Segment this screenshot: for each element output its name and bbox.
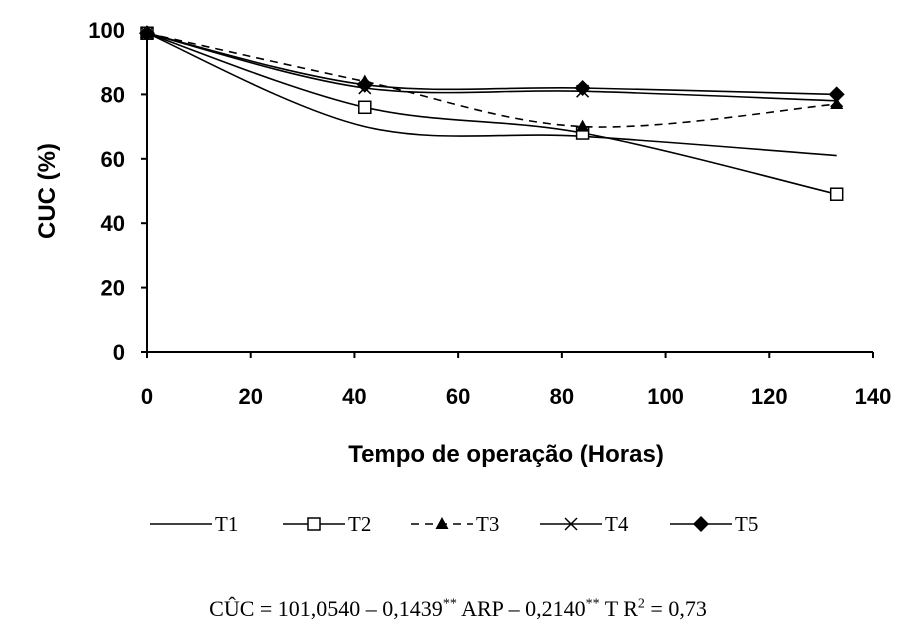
- y-tick-label: 80: [101, 82, 125, 107]
- regression-equation: CÛC = 101,0540 – 0,1439** ARP – 0,2140**…: [209, 596, 707, 621]
- y-tick-label: 0: [113, 340, 125, 365]
- data-point-t3: [576, 119, 590, 132]
- legend-item-t3: T3: [411, 512, 499, 536]
- legend-label: T1: [215, 512, 238, 536]
- legend-item-t5: T5: [670, 512, 758, 536]
- legend-item-t1: T1: [150, 512, 238, 536]
- legend-item-t4: T4: [540, 512, 629, 536]
- legend-label: T4: [605, 512, 629, 536]
- series-line-t1: [146, 32, 837, 157]
- legend-marker: [693, 516, 709, 532]
- x-tick-label: 60: [446, 384, 470, 409]
- series-line-t2: [146, 32, 837, 195]
- x-tick-label: 140: [855, 384, 892, 409]
- series-line-t4: [146, 32, 837, 102]
- series-layer: [139, 25, 845, 201]
- series-line-t3: [146, 32, 837, 128]
- x-tick-label: 120: [751, 384, 788, 409]
- data-point-t5: [356, 76, 373, 93]
- y-axis-title: CUC (%): [34, 143, 61, 239]
- data-point-t3: [830, 97, 844, 110]
- y-tick-label: 100: [88, 18, 125, 43]
- x-tick-label: 80: [550, 384, 574, 409]
- data-point-t5: [574, 79, 591, 96]
- series-line-t5: [146, 32, 837, 96]
- y-tick-label: 60: [101, 147, 125, 172]
- y-tick-label: 40: [101, 211, 125, 236]
- x-tick-label: 100: [647, 384, 684, 409]
- x-tick-label: 40: [342, 384, 366, 409]
- legend-item-t2: T2: [283, 512, 371, 536]
- data-point-t2: [358, 100, 372, 115]
- x-tick-label: 0: [141, 384, 153, 409]
- legend-label: T2: [348, 512, 371, 536]
- series-t1: [146, 32, 837, 157]
- legend: T1 T2 T3 T4 T5: [150, 512, 758, 536]
- series-t4: [140, 26, 844, 108]
- series-t5: [139, 25, 845, 103]
- legend-label: T5: [735, 512, 758, 536]
- data-point-t5: [139, 25, 155, 42]
- x-tick-label: 20: [238, 384, 262, 409]
- legend-label: T3: [476, 512, 499, 536]
- data-point-t2: [829, 187, 844, 201]
- series-t3: [140, 26, 844, 132]
- y-tick-label: 20: [101, 276, 125, 301]
- x-axis-title: Tempo de operação (Horas): [348, 441, 664, 468]
- axes: 0 20 40 60 80 100 0 20 40 60 80 100 120 140 Tempo de o…: [34, 18, 891, 468]
- legend-marker: [435, 517, 449, 529]
- legend-marker: [307, 517, 321, 531]
- data-point-t5: [828, 86, 845, 103]
- legend-marker: [564, 517, 578, 531]
